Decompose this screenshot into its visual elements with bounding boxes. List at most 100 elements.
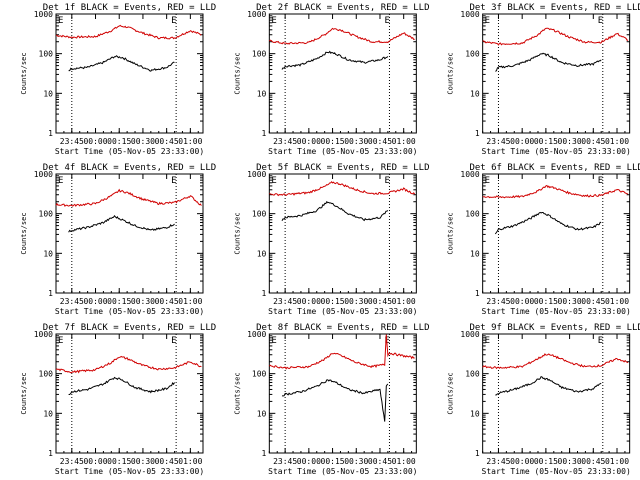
x-axis-label: Start Time (05-Nov-05 23:33:00) xyxy=(482,467,631,476)
plot-frame xyxy=(482,13,631,134)
series-lld-line xyxy=(269,181,416,197)
chart-panel-7: Det 7f BLACK = Events, RED = LLD 1 10 100 10… xyxy=(20,323,216,476)
y-axis-label: Counts/sec xyxy=(20,212,28,254)
event-marker-label: E xyxy=(384,176,389,186)
y-tick-label: 1000 xyxy=(460,10,479,19)
y-tick-label: 1000 xyxy=(247,330,266,339)
x-tick-label: 00:00 xyxy=(510,457,534,466)
y-tick-label: 1000 xyxy=(460,170,479,179)
y-tick-label: 1000 xyxy=(34,170,53,179)
chart-title: Det 6f BLACK = Events, RED = LLD xyxy=(469,163,640,173)
y-tick-label: 10 xyxy=(470,89,480,98)
x-tick-label: 01:00 xyxy=(178,137,202,146)
plot-frame xyxy=(482,333,631,454)
event-marker-label: E xyxy=(171,336,176,346)
x-tick-label: 23:45 xyxy=(60,297,84,306)
x-tick-label: 00:00 xyxy=(297,137,321,146)
y-axis-label: Counts/sec xyxy=(233,52,241,94)
x-tick-label: 00:45 xyxy=(155,457,179,466)
x-axis-label: Start Time (05-Nov-05 23:33:00) xyxy=(268,307,417,316)
x-tick-label: 00:45 xyxy=(581,137,605,146)
series-events-line xyxy=(281,50,389,70)
series-lld-line xyxy=(482,353,629,370)
chart-panel-2: Det 2f BLACK = Events, RED = LLD 1 10 100 10… xyxy=(233,3,429,156)
y-tick-label: 1 xyxy=(262,449,267,458)
series-events-line xyxy=(495,375,602,396)
chart-title: Det 5f BLACK = Events, RED = LLD xyxy=(256,163,429,173)
x-tick-label: 01:00 xyxy=(605,457,629,466)
x-tick-label: 01:00 xyxy=(178,297,202,306)
y-tick-label: 10 xyxy=(43,249,53,258)
x-tick-label: 00:30 xyxy=(131,457,155,466)
series-events-line xyxy=(495,52,602,72)
x-tick-label: 00:15 xyxy=(321,457,345,466)
x-tick-label: 00:00 xyxy=(83,137,107,146)
x-tick-label: 00:30 xyxy=(558,297,582,306)
event-marker-label: E xyxy=(271,176,276,186)
event-marker-label: E xyxy=(58,336,63,346)
x-tick-label: 00:00 xyxy=(83,457,107,466)
series-events-line xyxy=(281,200,389,222)
x-axis-label: Start Time (05-Nov-05 23:33:00) xyxy=(268,467,417,476)
plot-frame xyxy=(55,333,204,454)
x-tick-label: 01:00 xyxy=(605,297,629,306)
y-axis-label: Counts/sec xyxy=(233,372,241,414)
x-tick-label: 00:45 xyxy=(581,297,605,306)
series-lld-line xyxy=(56,24,202,40)
x-tick-label: 00:00 xyxy=(83,297,107,306)
x-axis-label: Start Time (05-Nov-05 23:33:00) xyxy=(55,147,204,156)
chart-panel-4: Det 4f BLACK = Events, RED = LLD 1 10 100 10… xyxy=(20,163,216,316)
plot-frame xyxy=(482,173,631,294)
x-tick-label: 00:00 xyxy=(297,457,321,466)
y-tick-label: 1 xyxy=(48,129,53,138)
x-tick-label: 01:00 xyxy=(392,297,416,306)
x-tick-label: 00:30 xyxy=(558,457,582,466)
event-marker-label: E xyxy=(598,176,603,186)
y-tick-label: 1 xyxy=(48,449,53,458)
y-tick-label: 100 xyxy=(465,210,480,219)
chart-title: Det 3f BLACK = Events, RED = LLD xyxy=(469,3,640,13)
event-marker-label: E xyxy=(271,336,276,346)
y-tick-label: 10 xyxy=(43,409,53,418)
chart-panel-9: Det 9f BLACK = Events, RED = LLD 1 10 100 10… xyxy=(447,323,640,476)
event-marker-label: E xyxy=(598,16,603,26)
y-tick-label: 1000 xyxy=(34,330,53,339)
x-tick-label: 23:45 xyxy=(486,297,510,306)
x-tick-label: 01:00 xyxy=(392,137,416,146)
x-tick-label: 00:15 xyxy=(321,137,345,146)
series-events-line xyxy=(68,376,175,395)
x-tick-label: 00:15 xyxy=(107,137,131,146)
series-lld-line xyxy=(55,355,202,374)
plot-frame xyxy=(268,13,417,134)
y-tick-label: 1 xyxy=(48,289,53,298)
x-tick-label: 00:15 xyxy=(534,297,558,306)
y-tick-label: 100 xyxy=(252,210,267,219)
plot-frame xyxy=(55,173,204,294)
series-lld-line xyxy=(268,334,415,370)
y-tick-label: 1000 xyxy=(247,170,266,179)
x-tick-label: 00:15 xyxy=(107,297,131,306)
x-tick-label: 23:45 xyxy=(273,457,297,466)
chart-panel-5: Det 5f BLACK = Events, RED = LLD 1 10 100 10… xyxy=(233,163,429,316)
y-tick-label: 100 xyxy=(252,50,267,59)
x-tick-label: 00:45 xyxy=(368,137,392,146)
x-tick-label: 23:45 xyxy=(486,457,510,466)
x-tick-label: 00:15 xyxy=(534,137,558,146)
y-tick-label: 1 xyxy=(262,129,267,138)
y-tick-label: 1000 xyxy=(34,10,53,19)
event-marker-label: E xyxy=(384,16,389,26)
x-tick-label: 00:30 xyxy=(558,137,582,146)
x-tick-label: 00:45 xyxy=(368,457,392,466)
chart-title: Det 8f BLACK = Events, RED = LLD xyxy=(256,323,429,333)
x-axis-label: Start Time (05-Nov-05 23:33:00) xyxy=(482,147,631,156)
x-tick-label: 00:15 xyxy=(534,457,558,466)
x-axis-label: Start Time (05-Nov-05 23:33:00) xyxy=(268,147,417,156)
chart-title: Det 9f BLACK = Events, RED = LLD xyxy=(469,323,640,333)
y-axis-label: Counts/sec xyxy=(233,212,241,254)
chart-panel-3: Det 3f BLACK = Events, RED = LLD 1 10 100 10… xyxy=(447,3,640,156)
y-tick-label: 10 xyxy=(257,409,267,418)
x-axis-label: Start Time (05-Nov-05 23:33:00) xyxy=(55,467,204,476)
x-tick-label: 00:00 xyxy=(510,297,534,306)
event-marker-label: E xyxy=(171,16,176,26)
y-tick-label: 1 xyxy=(475,289,480,298)
